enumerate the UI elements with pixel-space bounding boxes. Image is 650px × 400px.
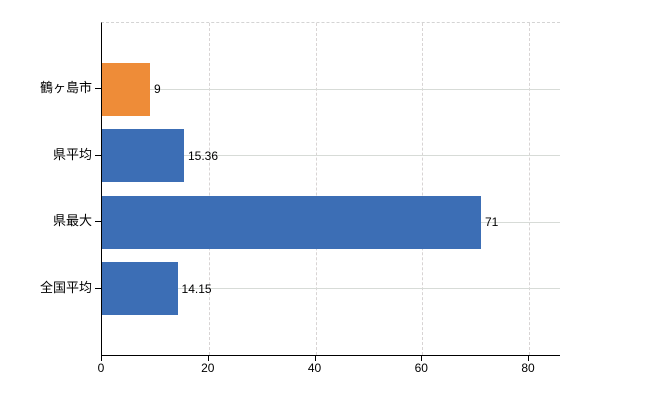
category-label-県平均: 県平均 xyxy=(52,146,92,162)
bar-value-label: 9 xyxy=(154,82,161,97)
vertical-gridline xyxy=(208,23,210,355)
x-axis-tick xyxy=(528,355,529,361)
bar-県平均 xyxy=(102,129,184,183)
bar-value-label: 14.15 xyxy=(181,281,212,296)
vertical-gridline xyxy=(529,23,530,355)
vertical-gridline xyxy=(315,23,317,355)
bar-県最大 xyxy=(102,195,481,249)
x-axis-tick-label: 40 xyxy=(307,361,322,375)
x-axis-tick xyxy=(207,355,209,361)
y-axis-tick xyxy=(95,88,101,90)
y-axis-tick xyxy=(95,287,101,289)
x-axis-tick xyxy=(101,355,102,361)
x-axis-tick xyxy=(421,355,423,361)
bar-全国平均 xyxy=(102,262,178,316)
bar-value-label: 15.36 xyxy=(187,148,218,163)
category-label-県最大: 県最大 xyxy=(52,213,92,229)
category-label-鶴ヶ島市: 鶴ヶ島市 xyxy=(39,80,92,96)
x-axis-tick-label: 0 xyxy=(97,361,105,375)
y-axis-tick xyxy=(95,221,101,223)
horizontal-gridline xyxy=(102,155,560,157)
horizontal-gridline xyxy=(102,288,560,290)
x-axis-tick-label: 60 xyxy=(414,361,428,375)
bar-value-label: 71 xyxy=(484,215,499,230)
bar-鶴ヶ島市 xyxy=(102,62,151,116)
plot-area: 9 15.36 71 14.15 xyxy=(101,22,560,356)
x-axis-tick xyxy=(314,355,316,361)
horizontal-gridline xyxy=(102,88,560,90)
category-label-全国平均: 全国平均 xyxy=(39,279,92,295)
x-axis-tick-label: 20 xyxy=(201,361,215,375)
x-axis-tick-label: 80 xyxy=(521,361,535,375)
y-axis-tick xyxy=(95,154,101,156)
vertical-gridline xyxy=(422,23,424,355)
